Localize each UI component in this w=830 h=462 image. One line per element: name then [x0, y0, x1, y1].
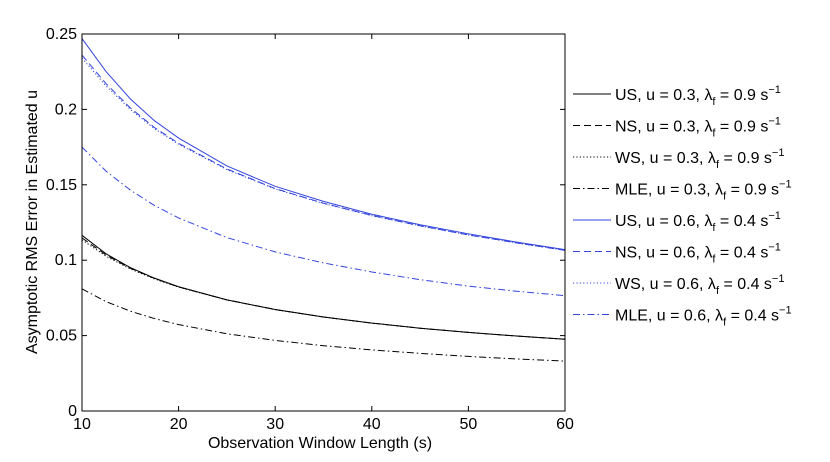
plot-area: [81, 38, 566, 362]
y-tick-label: 0: [68, 403, 77, 420]
x-tick-label: 40: [363, 416, 381, 433]
y-tick-label: 0.1: [55, 252, 77, 269]
series-line-3: [81, 239, 566, 340]
y-tick-label: 0.25: [46, 26, 77, 43]
legend-label-7: WS, u = 0.6, λf = 0.4 s−1: [615, 273, 784, 297]
axes-frame: [81, 33, 566, 412]
series-line-1: [81, 234, 566, 340]
series-line-7: [81, 57, 566, 251]
x-tick-label: 60: [556, 416, 574, 433]
legend-label-5: US, u = 0.6, λf = 0.4 s−1: [615, 210, 781, 234]
series-line-6: [81, 54, 566, 251]
series-line-8: [81, 146, 566, 297]
series-line-4: [81, 288, 566, 362]
legend-label-2: NS, u = 0.3, λf = 0.9 s−1: [615, 116, 781, 140]
legend-label-1: US, u = 0.3, λf = 0.9 s−1: [615, 84, 781, 108]
legend-label-8: MLE, u = 0.6, λf = 0.4 s−1: [615, 305, 792, 329]
legend-label-4: MLE, u = 0.3, λf = 0.9 s−1: [615, 179, 792, 203]
y-tick-label: 0.05: [46, 328, 77, 345]
legend-label-6: NS, u = 0.6, λf = 0.4 s−1: [615, 242, 781, 266]
y-axis-label: Asymptotic RMS Error in Estimated u: [24, 90, 41, 354]
axes: 10 20 30 40 50 60 0 0.05 0.1 0.15 0.2 0.25: [46, 26, 574, 433]
series-line-2: [81, 237, 566, 340]
y-tick-label: 0.15: [46, 177, 77, 194]
x-tick-label: 10: [73, 416, 91, 433]
legend: US, u = 0.3, λf = 0.9 s−1 NS, u = 0.3, λf…: [573, 84, 792, 329]
legend-label-3: WS, u = 0.3, λf = 0.9 s−1: [615, 147, 784, 171]
series-line-5: [81, 38, 566, 251]
x-tick-label: 20: [170, 416, 188, 433]
x-tick-label: 50: [460, 416, 478, 433]
y-tick-label: 0.2: [55, 101, 77, 118]
x-axis-label: Observation Window Length (s): [208, 435, 432, 452]
x-tick-label: 30: [266, 416, 284, 433]
